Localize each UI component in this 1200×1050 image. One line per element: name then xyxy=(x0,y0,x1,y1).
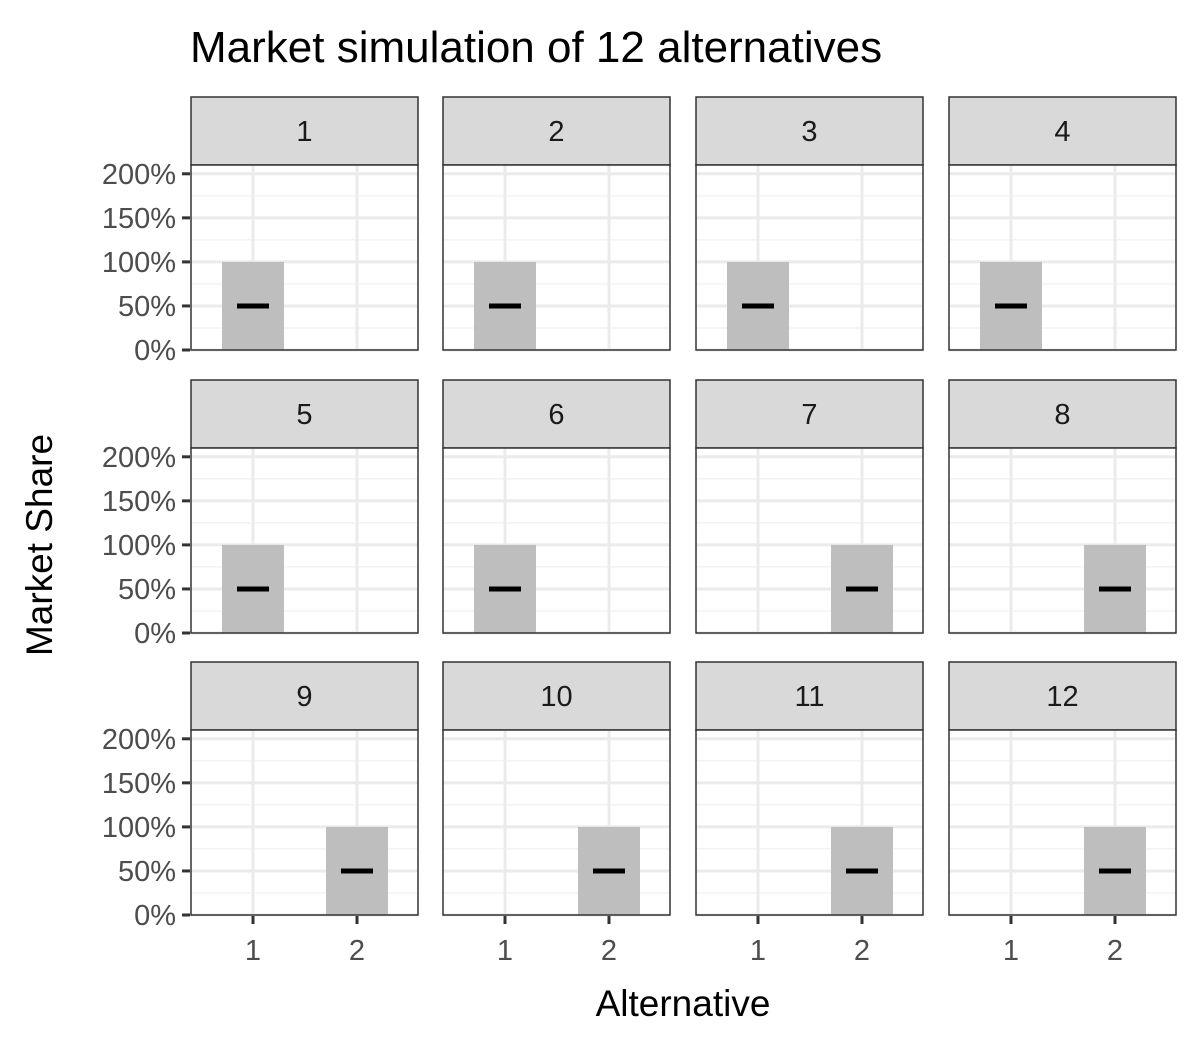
facet-strip-label: 6 xyxy=(548,399,564,431)
x-tick-label: 1 xyxy=(750,935,766,967)
y-tick-label: 50% xyxy=(118,574,176,606)
facet-panel-2: 2 xyxy=(442,96,671,352)
y-tick-label: 0% xyxy=(134,335,176,367)
facet-strip xyxy=(948,379,1177,449)
panel-border xyxy=(442,164,671,351)
panel-border xyxy=(190,729,419,916)
facet-strip xyxy=(190,661,419,731)
panel-border xyxy=(948,729,1177,916)
facet-strip xyxy=(948,661,1177,731)
y-tick-label: 100% xyxy=(102,530,176,562)
facet-strip-label: 9 xyxy=(296,681,312,713)
facet-panel-7: 7 xyxy=(695,379,924,635)
facet-panel-4: 4 xyxy=(948,96,1177,352)
facet-strip-label: 11 xyxy=(794,681,824,713)
facet-strip-label: 1 xyxy=(296,116,312,148)
panel-border xyxy=(695,447,924,634)
facet-strip-label: 12 xyxy=(1046,681,1078,713)
facet-panel-8: 8 xyxy=(948,379,1177,635)
panel-border xyxy=(948,447,1177,634)
panel-border xyxy=(190,447,419,634)
facet-panel-9: 9 0% 50% 100% 150% 200% 1 2 xyxy=(102,661,419,967)
y-tick-label: 200% xyxy=(102,724,176,756)
facet-panel-12: 121 2 xyxy=(948,661,1177,967)
facet-panel-1: 1 0% 50% 100% 150% 200% xyxy=(102,96,419,367)
panel-border xyxy=(190,164,419,351)
y-tick-label: 150% xyxy=(102,203,176,235)
panel-border xyxy=(442,729,671,916)
x-tick-label: 2 xyxy=(349,935,365,967)
facet-strip xyxy=(190,96,419,166)
x-axis-title: Alternative xyxy=(596,983,771,1024)
x-tick-label: 2 xyxy=(601,935,617,967)
chart-title: Market simulation of 12 alternatives xyxy=(190,23,882,72)
facet-strip xyxy=(948,96,1177,166)
facet-panel-10: 10 1 2 xyxy=(442,661,671,967)
y-tick-label: 50% xyxy=(118,291,176,323)
panel-border xyxy=(442,447,671,634)
x-tick-label: 1 xyxy=(497,935,513,967)
x-tick-label: 2 xyxy=(854,935,870,967)
y-tick-label: 150% xyxy=(102,486,176,518)
panel-border xyxy=(695,164,924,351)
facet-strip xyxy=(442,96,671,166)
facet-strip xyxy=(190,379,419,449)
facet-strip-label: 5 xyxy=(296,399,312,431)
y-tick-label: 100% xyxy=(102,247,176,279)
x-tick-label: 1 xyxy=(245,935,261,967)
y-tick-label: 200% xyxy=(102,442,176,474)
y-tick-label: 150% xyxy=(102,768,176,800)
y-axis-title: Market Share xyxy=(19,434,60,656)
facet-strip-label: 2 xyxy=(548,116,564,148)
panel-border xyxy=(695,729,924,916)
facet-strip-label: 3 xyxy=(801,116,817,148)
y-tick-label: 0% xyxy=(134,900,176,932)
facet-strip-label: 7 xyxy=(801,399,817,431)
facet-strip xyxy=(695,96,924,166)
x-tick-label: 2 xyxy=(1107,935,1123,967)
facet-panel-5: 50%50%100%150%200% xyxy=(102,379,419,650)
y-tick-label: 0% xyxy=(134,618,176,650)
facet-strip-label: 4 xyxy=(1054,116,1070,148)
facet-panel-3: 3 xyxy=(695,96,924,352)
facet-strip-label: 8 xyxy=(1054,399,1070,431)
facet-panel-11: 111 2 xyxy=(695,661,924,967)
facet-panel-6: 6 xyxy=(442,379,671,635)
y-tick-label: 50% xyxy=(118,856,176,888)
y-tick-label: 100% xyxy=(102,812,176,844)
facet-strip xyxy=(695,379,924,449)
y-tick-label: 200% xyxy=(102,159,176,191)
x-tick-label: 1 xyxy=(1003,935,1019,967)
panel-border xyxy=(948,164,1177,351)
facet-strip-label: 10 xyxy=(540,681,572,713)
facet-panels: 10%50%100%150%200%2 3 450%50%100%150%200%6… xyxy=(102,96,1177,967)
